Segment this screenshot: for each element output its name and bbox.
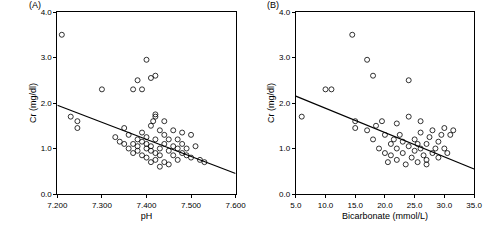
- svg-text:3.0: 3.0: [41, 53, 53, 62]
- svg-text:3.0: 3.0: [279, 53, 291, 62]
- svg-text:25.0: 25.0: [407, 201, 423, 210]
- svg-text:7.500: 7.500: [181, 201, 202, 210]
- svg-text:35.0: 35.0: [466, 201, 482, 210]
- svg-text:5.0: 5.0: [290, 201, 302, 210]
- svg-text:1.0: 1.0: [279, 144, 291, 153]
- svg-text:Bicarbonate (mmol/L): Bicarbonate (mmol/L): [342, 211, 428, 221]
- svg-text:7.400: 7.400: [136, 201, 157, 210]
- svg-text:0.0: 0.0: [279, 190, 291, 199]
- svg-text:2.0: 2.0: [41, 99, 53, 108]
- svg-text:1.0: 1.0: [41, 144, 53, 153]
- svg-text:pH: pH: [141, 211, 153, 221]
- svg-text:20.0: 20.0: [377, 201, 393, 210]
- svg-text:Cr (mg/dl): Cr (mg/dl): [266, 83, 276, 123]
- svg-text:(B): (B): [267, 0, 279, 10]
- svg-text:(A): (A): [29, 0, 41, 10]
- svg-text:7.300: 7.300: [92, 201, 113, 210]
- svg-text:2.0: 2.0: [279, 99, 291, 108]
- svg-text:Cr (mg/dl): Cr (mg/dl): [28, 83, 38, 123]
- svg-text:7.600: 7.600: [226, 201, 247, 210]
- svg-text:4.0: 4.0: [41, 8, 53, 17]
- svg-text:30.0: 30.0: [437, 201, 453, 210]
- svg-text:15.0: 15.0: [347, 201, 363, 210]
- svg-text:10.0: 10.0: [318, 201, 334, 210]
- svg-text:4.0: 4.0: [279, 8, 291, 17]
- svg-text:0.0: 0.0: [41, 190, 53, 199]
- svg-text:7.200: 7.200: [47, 201, 68, 210]
